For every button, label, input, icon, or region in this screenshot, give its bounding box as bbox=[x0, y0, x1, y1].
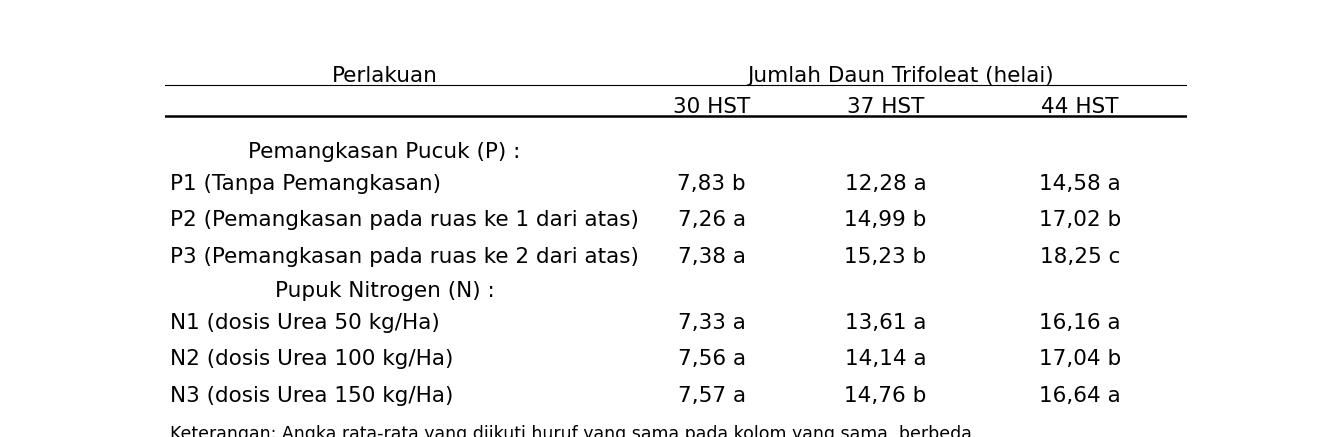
Text: Pupuk Nitrogen (N) :: Pupuk Nitrogen (N) : bbox=[274, 281, 495, 301]
Text: 13,61 a: 13,61 a bbox=[844, 313, 926, 333]
Text: Jumlah Daun Trifoleat (helai): Jumlah Daun Trifoleat (helai) bbox=[748, 66, 1054, 86]
Text: 7,26 a: 7,26 a bbox=[678, 210, 745, 230]
Text: 14,76 b: 14,76 b bbox=[844, 386, 927, 406]
Text: 14,99 b: 14,99 b bbox=[844, 210, 927, 230]
Text: 7,56 a: 7,56 a bbox=[678, 349, 745, 369]
Text: 12,28 a: 12,28 a bbox=[844, 174, 926, 194]
Text: Keterangan: Angka rata-rata yang diikuti huruf yang sama pada kolom yang sama, b: Keterangan: Angka rata-rata yang diikuti… bbox=[170, 425, 972, 437]
Text: N3 (dosis Urea 150 kg/Ha): N3 (dosis Urea 150 kg/Ha) bbox=[170, 386, 454, 406]
Text: Pemangkasan Pucuk (P) :: Pemangkasan Pucuk (P) : bbox=[248, 142, 521, 162]
Text: N2 (dosis Urea 100 kg/Ha): N2 (dosis Urea 100 kg/Ha) bbox=[170, 349, 454, 369]
Text: 16,16 a: 16,16 a bbox=[1039, 313, 1121, 333]
Text: 17,02 b: 17,02 b bbox=[1038, 210, 1121, 230]
Text: 7,57 a: 7,57 a bbox=[678, 386, 745, 406]
Text: N1 (dosis Urea 50 kg/Ha): N1 (dosis Urea 50 kg/Ha) bbox=[170, 313, 439, 333]
Text: 7,33 a: 7,33 a bbox=[678, 313, 745, 333]
Text: 14,14 a: 14,14 a bbox=[844, 349, 926, 369]
Text: 37 HST: 37 HST bbox=[847, 97, 925, 117]
Text: Perlakuan: Perlakuan bbox=[331, 66, 438, 86]
Text: 7,38 a: 7,38 a bbox=[678, 246, 745, 267]
Text: 17,04 b: 17,04 b bbox=[1038, 349, 1121, 369]
Text: 18,25 c: 18,25 c bbox=[1039, 246, 1120, 267]
Text: 30 HST: 30 HST bbox=[673, 97, 751, 117]
Text: 14,58 a: 14,58 a bbox=[1039, 174, 1121, 194]
Text: P2 (Pemangkasan pada ruas ke 1 dari atas): P2 (Pemangkasan pada ruas ke 1 dari atas… bbox=[170, 210, 638, 230]
Text: 7,83 b: 7,83 b bbox=[678, 174, 747, 194]
Text: P1 (Tanpa Pemangkasan): P1 (Tanpa Pemangkasan) bbox=[170, 174, 441, 194]
Text: 44 HST: 44 HST bbox=[1041, 97, 1119, 117]
Text: 16,64 a: 16,64 a bbox=[1039, 386, 1121, 406]
Text: P3 (Pemangkasan pada ruas ke 2 dari atas): P3 (Pemangkasan pada ruas ke 2 dari atas… bbox=[170, 246, 638, 267]
Text: 15,23 b: 15,23 b bbox=[844, 246, 927, 267]
